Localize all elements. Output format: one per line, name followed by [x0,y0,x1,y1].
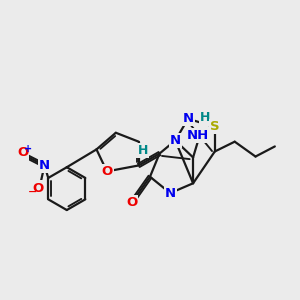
Text: O: O [32,182,44,194]
Text: +: + [24,144,32,154]
Text: N: N [182,112,194,125]
Text: −: − [28,187,38,196]
Text: N: N [165,187,176,200]
Text: N: N [170,134,181,147]
Text: H: H [137,144,148,157]
Text: N: N [39,159,50,172]
Text: O: O [126,196,137,209]
Text: H: H [200,111,210,124]
Text: O: O [101,165,112,178]
Text: NH: NH [186,129,209,142]
Text: O: O [17,146,28,160]
Text: S: S [210,120,220,133]
